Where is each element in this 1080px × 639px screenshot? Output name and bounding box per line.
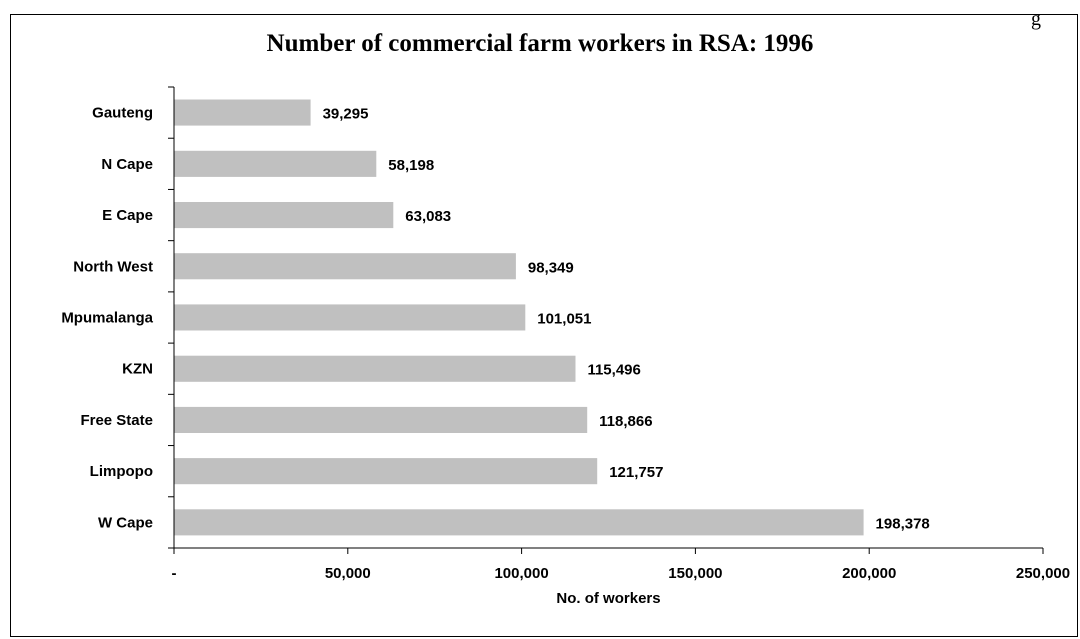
bar: [174, 355, 576, 382]
category-label: Mpumalanga: [61, 310, 153, 327]
bar: [174, 99, 311, 126]
data-label: 115,496: [587, 362, 640, 379]
bar: [174, 304, 526, 331]
data-label: 98,349: [528, 259, 574, 276]
data-label: 58,198: [388, 157, 434, 174]
bar: [174, 458, 598, 485]
chart-title: Number of commercial farm workers in RSA…: [266, 30, 814, 57]
x-tick-label: 200,000: [842, 565, 896, 582]
data-label: 63,083: [405, 208, 451, 225]
data-label: 198,378: [876, 515, 930, 532]
category-label: W Cape: [98, 514, 153, 531]
bar: [174, 202, 394, 229]
category-label: N Cape: [101, 156, 153, 173]
bar: [174, 406, 588, 433]
data-label: 101,051: [537, 311, 591, 328]
category-label: E Cape: [102, 207, 153, 224]
data-label: 121,757: [609, 464, 663, 481]
data-label: 118,866: [599, 413, 652, 430]
x-tick-label: 250,000: [1016, 565, 1070, 582]
category-label: Limpopo: [90, 463, 153, 480]
category-label: Gauteng: [92, 105, 153, 122]
x-tick-label: 100,000: [494, 565, 548, 582]
page-corner-text: g: [1031, 8, 1041, 30]
category-label: KZN: [122, 361, 153, 378]
bar: [174, 253, 516, 280]
category-label: North West: [73, 258, 153, 275]
x-tick-label: -: [172, 565, 177, 582]
bar: [174, 509, 864, 536]
x-tick-label: 150,000: [668, 565, 722, 582]
x-axis-label: No. of workers: [556, 590, 660, 607]
category-label: Free State: [80, 412, 153, 429]
bar: [174, 150, 377, 177]
data-label: 39,295: [323, 106, 369, 123]
x-tick-label: 50,000: [325, 565, 371, 582]
